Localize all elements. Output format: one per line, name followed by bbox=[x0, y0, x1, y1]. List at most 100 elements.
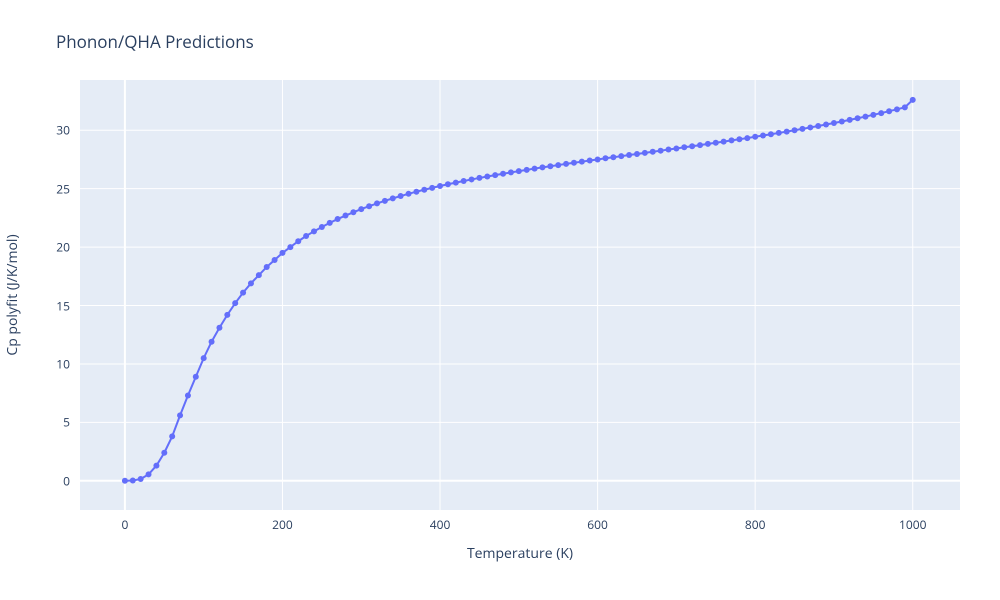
series-marker-Cp_polyfit[interactable] bbox=[421, 187, 427, 193]
series-marker-Cp_polyfit[interactable] bbox=[839, 118, 845, 124]
series-marker-Cp_polyfit[interactable] bbox=[595, 156, 601, 162]
series-marker-Cp_polyfit[interactable] bbox=[358, 206, 364, 212]
series-marker-Cp_polyfit[interactable] bbox=[910, 97, 916, 103]
series-marker-Cp_polyfit[interactable] bbox=[169, 433, 175, 439]
series-marker-Cp_polyfit[interactable] bbox=[469, 176, 475, 182]
series-marker-Cp_polyfit[interactable] bbox=[862, 114, 868, 120]
series-marker-Cp_polyfit[interactable] bbox=[784, 129, 790, 135]
series-marker-Cp_polyfit[interactable] bbox=[461, 178, 467, 184]
series-marker-Cp_polyfit[interactable] bbox=[524, 167, 530, 173]
series-marker-Cp_polyfit[interactable] bbox=[429, 185, 435, 191]
series-marker-Cp_polyfit[interactable] bbox=[705, 141, 711, 147]
series-marker-Cp_polyfit[interactable] bbox=[240, 290, 246, 296]
series-marker-Cp_polyfit[interactable] bbox=[193, 374, 199, 380]
series-marker-Cp_polyfit[interactable] bbox=[232, 300, 238, 306]
series-marker-Cp_polyfit[interactable] bbox=[713, 140, 719, 146]
series-marker-Cp_polyfit[interactable] bbox=[721, 139, 727, 145]
series-marker-Cp_polyfit[interactable] bbox=[697, 142, 703, 148]
series-marker-Cp_polyfit[interactable] bbox=[209, 339, 215, 345]
series-marker-Cp_polyfit[interactable] bbox=[587, 158, 593, 164]
series-marker-Cp_polyfit[interactable] bbox=[201, 355, 207, 361]
series-marker-Cp_polyfit[interactable] bbox=[453, 180, 459, 186]
series-marker-Cp_polyfit[interactable] bbox=[279, 250, 285, 256]
series-marker-Cp_polyfit[interactable] bbox=[161, 450, 167, 456]
series-marker-Cp_polyfit[interactable] bbox=[894, 106, 900, 112]
series-marker-Cp_polyfit[interactable] bbox=[508, 169, 514, 175]
series-marker-Cp_polyfit[interactable] bbox=[153, 463, 159, 469]
series-marker-Cp_polyfit[interactable] bbox=[311, 228, 317, 234]
series-marker-Cp_polyfit[interactable] bbox=[752, 134, 758, 140]
series-marker-Cp_polyfit[interactable] bbox=[382, 198, 388, 204]
series-marker-Cp_polyfit[interactable] bbox=[681, 144, 687, 150]
series-marker-Cp_polyfit[interactable] bbox=[256, 272, 262, 278]
series-marker-Cp_polyfit[interactable] bbox=[492, 172, 498, 178]
series-marker-Cp_polyfit[interactable] bbox=[689, 143, 695, 149]
series-marker-Cp_polyfit[interactable] bbox=[815, 123, 821, 129]
series-marker-Cp_polyfit[interactable] bbox=[484, 174, 490, 180]
series-marker-Cp_polyfit[interactable] bbox=[760, 133, 766, 139]
series-marker-Cp_polyfit[interactable] bbox=[532, 166, 538, 172]
series-marker-Cp_polyfit[interactable] bbox=[264, 264, 270, 270]
series-marker-Cp_polyfit[interactable] bbox=[618, 153, 624, 159]
series-marker-Cp_polyfit[interactable] bbox=[287, 244, 293, 250]
series-marker-Cp_polyfit[interactable] bbox=[122, 478, 128, 484]
series-marker-Cp_polyfit[interactable] bbox=[768, 131, 774, 137]
series-marker-Cp_polyfit[interactable] bbox=[642, 150, 648, 156]
series-marker-Cp_polyfit[interactable] bbox=[610, 154, 616, 160]
series-marker-Cp_polyfit[interactable] bbox=[398, 193, 404, 199]
series-marker-Cp_polyfit[interactable] bbox=[272, 257, 278, 263]
series-marker-Cp_polyfit[interactable] bbox=[847, 117, 853, 123]
series-marker-Cp_polyfit[interactable] bbox=[374, 200, 380, 206]
series-marker-Cp_polyfit[interactable] bbox=[602, 155, 608, 161]
series-marker-Cp_polyfit[interactable] bbox=[390, 195, 396, 201]
series-marker-Cp_polyfit[interactable] bbox=[319, 224, 325, 230]
series-marker-Cp_polyfit[interactable] bbox=[335, 216, 341, 222]
series-marker-Cp_polyfit[interactable] bbox=[634, 151, 640, 157]
plot-svg[interactable] bbox=[80, 80, 960, 510]
series-marker-Cp_polyfit[interactable] bbox=[799, 126, 805, 132]
series-marker-Cp_polyfit[interactable] bbox=[626, 152, 632, 158]
series-marker-Cp_polyfit[interactable] bbox=[366, 203, 372, 209]
series-marker-Cp_polyfit[interactable] bbox=[248, 280, 254, 286]
series-marker-Cp_polyfit[interactable] bbox=[303, 233, 309, 239]
series-marker-Cp_polyfit[interactable] bbox=[327, 220, 333, 226]
series-marker-Cp_polyfit[interactable] bbox=[138, 476, 144, 482]
series-marker-Cp_polyfit[interactable] bbox=[650, 149, 656, 155]
series-marker-Cp_polyfit[interactable] bbox=[886, 108, 892, 114]
series-marker-Cp_polyfit[interactable] bbox=[744, 135, 750, 141]
series-marker-Cp_polyfit[interactable] bbox=[539, 164, 545, 170]
series-marker-Cp_polyfit[interactable] bbox=[350, 209, 356, 215]
series-marker-Cp_polyfit[interactable] bbox=[295, 238, 301, 244]
series-marker-Cp_polyfit[interactable] bbox=[792, 127, 798, 133]
series-marker-Cp_polyfit[interactable] bbox=[146, 471, 152, 477]
series-marker-Cp_polyfit[interactable] bbox=[185, 392, 191, 398]
series-marker-Cp_polyfit[interactable] bbox=[547, 163, 553, 169]
series-marker-Cp_polyfit[interactable] bbox=[216, 325, 222, 331]
series-marker-Cp_polyfit[interactable] bbox=[878, 110, 884, 116]
series-marker-Cp_polyfit[interactable] bbox=[516, 168, 522, 174]
series-marker-Cp_polyfit[interactable] bbox=[902, 104, 908, 110]
series-marker-Cp_polyfit[interactable] bbox=[445, 181, 451, 187]
series-marker-Cp_polyfit[interactable] bbox=[870, 112, 876, 118]
series-marker-Cp_polyfit[interactable] bbox=[343, 213, 349, 219]
series-marker-Cp_polyfit[interactable] bbox=[807, 124, 813, 130]
series-marker-Cp_polyfit[interactable] bbox=[413, 189, 419, 195]
series-marker-Cp_polyfit[interactable] bbox=[555, 162, 561, 168]
series-marker-Cp_polyfit[interactable] bbox=[823, 122, 829, 128]
series-marker-Cp_polyfit[interactable] bbox=[666, 147, 672, 153]
series-marker-Cp_polyfit[interactable] bbox=[563, 161, 569, 167]
series-marker-Cp_polyfit[interactable] bbox=[831, 120, 837, 126]
series-marker-Cp_polyfit[interactable] bbox=[736, 136, 742, 142]
series-marker-Cp_polyfit[interactable] bbox=[476, 175, 482, 181]
series-marker-Cp_polyfit[interactable] bbox=[855, 115, 861, 121]
series-marker-Cp_polyfit[interactable] bbox=[729, 137, 735, 143]
series-marker-Cp_polyfit[interactable] bbox=[500, 171, 506, 177]
series-marker-Cp_polyfit[interactable] bbox=[177, 412, 183, 418]
series-marker-Cp_polyfit[interactable] bbox=[776, 130, 782, 136]
series-marker-Cp_polyfit[interactable] bbox=[673, 145, 679, 151]
series-marker-Cp_polyfit[interactable] bbox=[658, 148, 664, 154]
series-marker-Cp_polyfit[interactable] bbox=[437, 183, 443, 189]
series-marker-Cp_polyfit[interactable] bbox=[571, 160, 577, 166]
series-marker-Cp_polyfit[interactable] bbox=[130, 478, 136, 484]
series-marker-Cp_polyfit[interactable] bbox=[406, 191, 412, 197]
